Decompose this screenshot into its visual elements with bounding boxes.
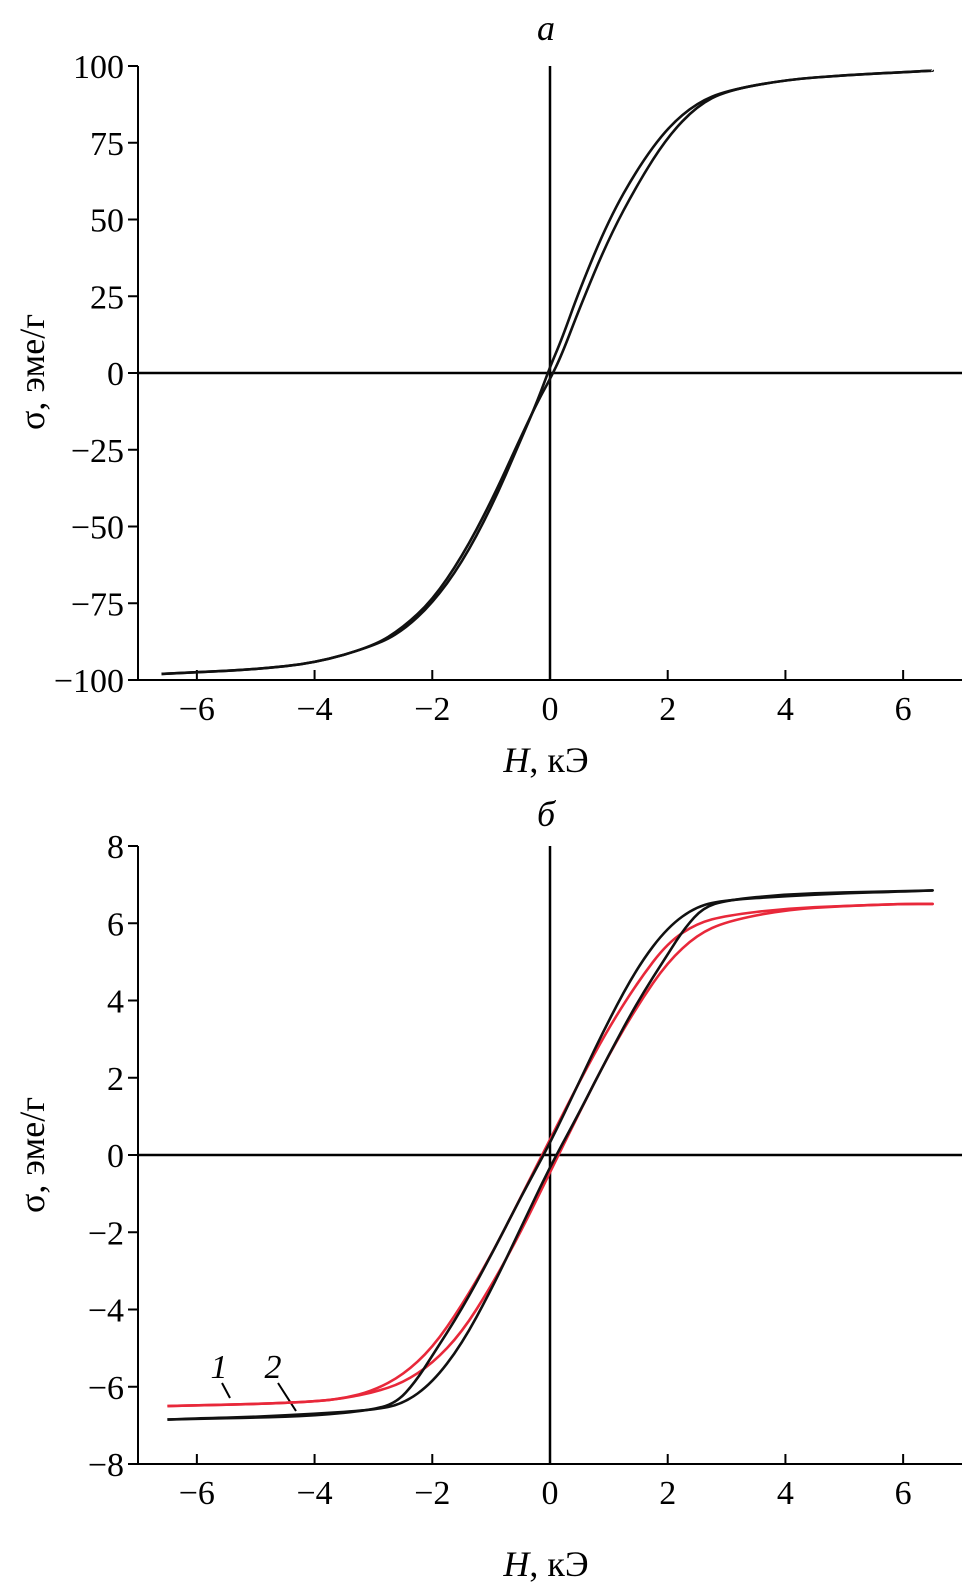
curve-leader-1 <box>221 1382 231 1399</box>
y-tick-label-a: −100 <box>54 663 124 700</box>
curve-leader-2 <box>277 1382 297 1412</box>
panel-label-b: б <box>537 794 557 834</box>
y-tick-label-b: −2 <box>88 1215 124 1252</box>
x-tick-label-b: 6 <box>895 1475 912 1512</box>
series-line-a-2 <box>161 69 934 676</box>
y-axis-title-a: σ, эме/г <box>12 314 52 430</box>
x-tick-label-b: 4 <box>777 1475 794 1512</box>
y-tick-label-b: 8 <box>107 829 124 866</box>
x-tick-label-a: 6 <box>895 691 912 728</box>
x-axis-unit-b: , кЭ <box>529 1544 588 1584</box>
panel-label-a: a <box>537 8 555 48</box>
y-tick-label-b: −8 <box>88 1447 124 1484</box>
x-tick-label-a: −2 <box>414 691 450 728</box>
x-axis-var-b: H <box>502 1544 531 1584</box>
series-line-b-2 <box>167 902 934 1408</box>
curve-label-2: 2 <box>265 1349 282 1386</box>
y-tick-label-a: 0 <box>107 356 124 393</box>
y-tick-label-a: 25 <box>90 279 124 316</box>
x-tick-label-b: 2 <box>659 1475 676 1512</box>
x-tick-label-b: −2 <box>414 1475 450 1512</box>
y-tick-label-b: 4 <box>107 984 124 1021</box>
x-axis-var-a: H <box>502 740 531 780</box>
x-axis-title-b: H, кЭ <box>502 1544 588 1584</box>
x-tick-label-a: −6 <box>179 691 215 728</box>
chart-panel-b: б σ, эме/г H, кЭ 1 2 8 6 4 2 0 −2 −4 −6 −8 −6 −4 −2… <box>12 794 962 1584</box>
x-tick-label-b: −4 <box>296 1475 332 1512</box>
x-tick-label-a: −4 <box>296 691 332 728</box>
y-axis-title-b: σ, эме/г <box>12 1097 52 1213</box>
y-tick-label-a: 100 <box>73 49 124 86</box>
y-tick-label-b: 0 <box>107 1138 124 1175</box>
x-tick-label-a: 4 <box>777 691 794 728</box>
series-line-b-4 <box>167 889 934 1421</box>
x-axis-title-a: H, кЭ <box>502 740 588 780</box>
y-tick-label-b: −4 <box>88 1293 124 1330</box>
chart-panel-a: a σ, эме/г H, кЭ 100 75 50 25 0 −25 −50 −75 −100… <box>12 8 962 780</box>
x-tick-label-b: 0 <box>542 1475 559 1512</box>
curve-label-1: 1 <box>211 1349 228 1386</box>
y-tick-label-a: −50 <box>71 510 124 547</box>
y-tick-label-a: 50 <box>90 203 124 240</box>
x-tick-label-b: −6 <box>179 1475 215 1512</box>
x-tick-label-a: 0 <box>542 691 559 728</box>
y-tick-label-b: 6 <box>107 906 124 943</box>
x-tick-label-a: 2 <box>659 691 676 728</box>
y-tick-label-a: 75 <box>90 126 124 163</box>
y-tick-label-a: −25 <box>71 433 124 470</box>
y-tick-label-b: 2 <box>107 1061 124 1098</box>
y-tick-label-a: −75 <box>71 586 124 623</box>
x-axis-unit-a: , кЭ <box>529 740 588 780</box>
y-tick-label-b: −6 <box>88 1370 124 1407</box>
